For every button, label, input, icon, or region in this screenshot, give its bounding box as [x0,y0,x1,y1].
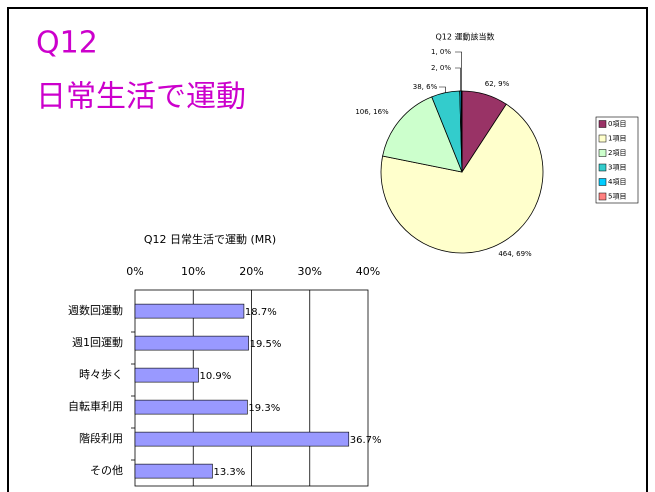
legend-box [595,116,639,204]
x-tick-label: 20% [239,265,263,278]
slide-title: Q12 [36,26,98,61]
x-tick-label: 0% [126,265,143,278]
bar-value-label: 13.3% [213,467,245,478]
pie-slice [382,96,463,173]
bar-value-label: 18.7% [245,307,277,318]
y-tick-label: その他 [90,464,123,477]
bar [134,367,199,383]
pie-value-label: 1, 0% [431,48,451,56]
bar-value-label: 19.3% [248,403,280,414]
leader-line [455,51,462,92]
y-tick-label: 週数回運動 [68,303,123,317]
pie-value-label: 38, 6% [413,83,438,91]
legend-swatch [598,134,607,143]
y-tick-label: 階段利用 [79,431,123,445]
pie-value-label: 62, 9% [485,80,510,88]
bar [134,335,249,351]
pie-title: Q12 運動該当数 [435,32,494,42]
x-tick-label: 40% [356,265,380,278]
legend-label: 0項目 [608,120,626,128]
legend-label: 2項目 [608,149,626,157]
legend-label: 1項目 [608,135,626,143]
legend-swatch [598,149,607,157]
legend-swatch [598,192,607,201]
x-tick-label: 10% [181,265,205,278]
bar [134,303,245,319]
leader-line [455,67,461,92]
leader-line [439,86,446,93]
legend-swatch [598,178,607,186]
legend-label: 4項目 [608,178,626,186]
legend-label: 5項目 [608,193,626,201]
bar [134,399,248,415]
legend-swatch [598,120,607,128]
bar [134,431,350,447]
bar-value-label: 10.9% [199,371,231,382]
pie-value-label: 2, 0% [431,64,451,72]
bar [134,463,213,479]
legend-label: 3項目 [608,164,626,172]
pie-slice [380,103,544,254]
bar-value-label: 36.7% [350,435,382,446]
y-tick-label: 週1回運動 [72,335,123,349]
bar-value-label: 19.5% [250,339,282,350]
x-tick-label: 30% [298,265,322,278]
y-tick-label: 自転車利用 [68,399,123,413]
slide-title: 日常生活で運動 [36,80,246,115]
bar-chart-title: Q12 日常生活で運動 (MR) [144,232,276,246]
pie-value-label: 106, 16% [355,108,389,116]
pie-value-label: 464, 69% [498,250,532,258]
y-tick-label: 時々歩く [79,367,123,381]
legend-swatch [598,163,607,172]
